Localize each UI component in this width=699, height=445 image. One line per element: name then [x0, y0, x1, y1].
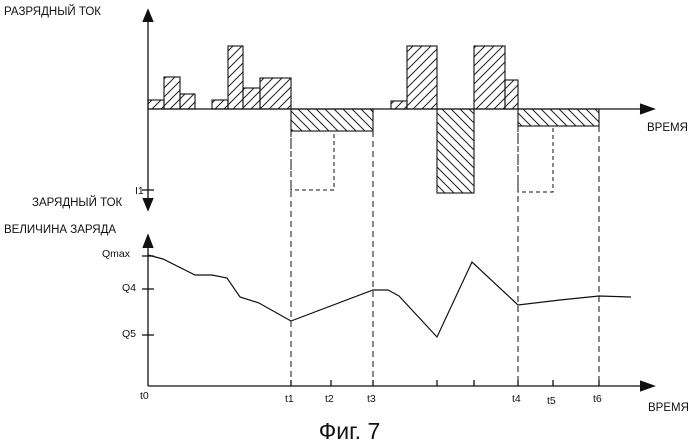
pulse: [212, 100, 228, 109]
pulse: [437, 109, 474, 193]
x-tick-label: t0: [140, 391, 149, 402]
charge-current-label: ЗАРЯДНЫЙ ТОК: [32, 198, 122, 210]
y-tick-label: Qmax: [102, 249, 130, 260]
pulse: [474, 46, 505, 109]
lower-time-axis-label: ВРЕМЯ: [648, 403, 689, 415]
current-level-label: I1: [135, 186, 144, 197]
pulse: [180, 94, 195, 109]
pulse: [243, 88, 260, 109]
x-tick-label: t2: [325, 394, 334, 405]
y-tick-label: Q5: [122, 329, 136, 340]
charge-curve: [148, 255, 631, 337]
charge-amount-label: ВЕЛИЧИНА ЗАРЯДА: [4, 225, 116, 237]
discharge-pulses: [148, 46, 518, 109]
pulse: [164, 77, 180, 109]
discharge-current-label: РАЗРЯДНЫЙ ТОК: [4, 7, 101, 19]
upper-time-axis-label: ВРЕМЯ: [647, 123, 688, 135]
figure-caption: Фиг. 7: [0, 418, 699, 445]
x-tick-label: t1: [285, 394, 294, 405]
pulse: [260, 78, 291, 109]
pulse: [518, 109, 599, 126]
x-tick-label: t3: [367, 394, 376, 405]
pulse: [505, 80, 518, 109]
pulse: [291, 109, 373, 131]
pulse: [228, 46, 243, 109]
lower-axes: [142, 235, 654, 391]
charge-limit-dashes: [291, 126, 553, 192]
x-tick-label: t5: [547, 396, 556, 407]
pulse: [391, 101, 407, 109]
y-tick-label: Q4: [122, 283, 136, 294]
x-tick-label: t6: [593, 394, 602, 405]
pulse: [407, 46, 437, 109]
x-tick-label: t4: [512, 394, 521, 405]
pulse: [148, 100, 164, 109]
